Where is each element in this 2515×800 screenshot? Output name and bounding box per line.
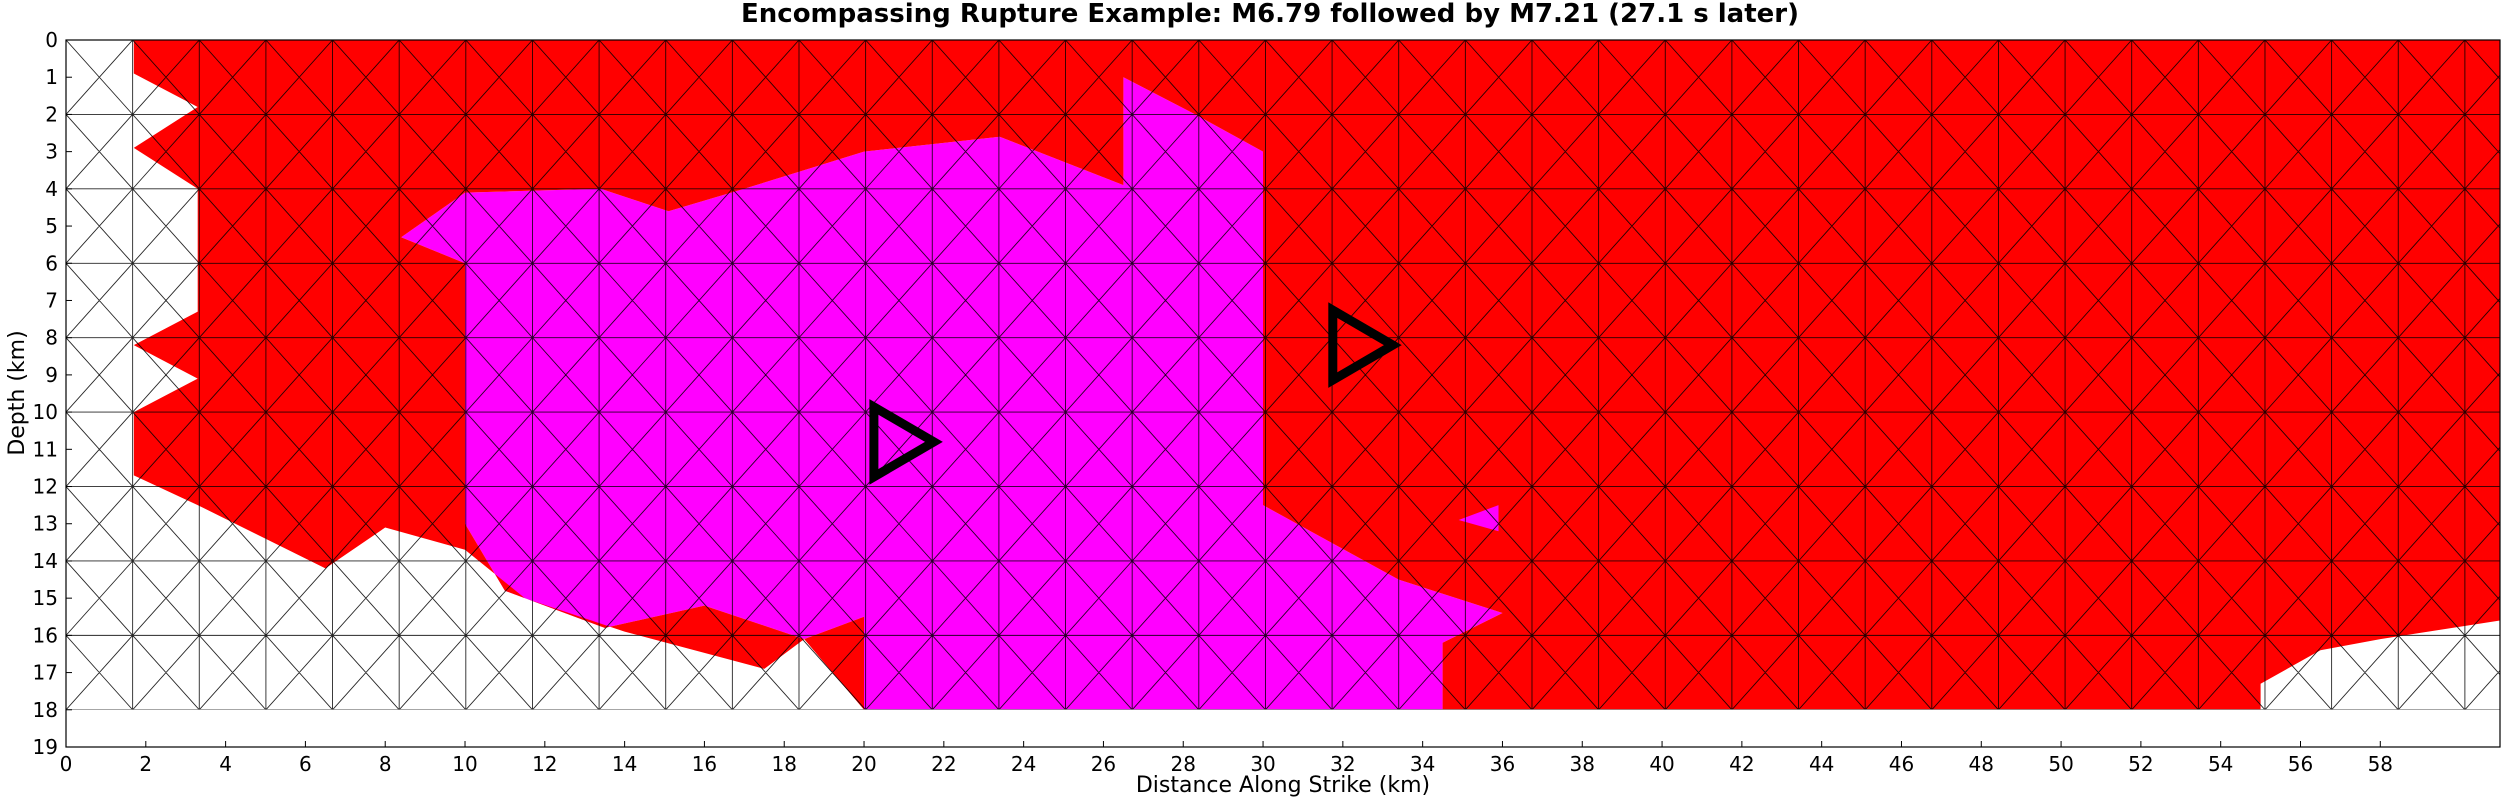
x-tick-label: 36 <box>1490 752 1515 776</box>
rupture-patch-0 <box>1458 505 1499 532</box>
x-tick-label: 30 <box>1250 752 1275 776</box>
x-tick-label: 18 <box>772 752 797 776</box>
x-tick-label: 34 <box>1410 752 1435 776</box>
x-tick-label: 4 <box>219 752 232 776</box>
y-tick-label: 2 <box>45 102 58 126</box>
x-tick-label: 10 <box>452 752 477 776</box>
x-tick-label: 42 <box>1729 752 1754 776</box>
y-tick-label: 13 <box>33 512 58 536</box>
x-axis: 0 2 4 6 8 10 12 14 16 18 20 22 24 26 28 30 32 34 36 38 40 42 4… <box>60 741 2393 776</box>
x-tick-label: 14 <box>612 752 637 776</box>
y-tick-label: 8 <box>45 326 58 350</box>
y-tick-label: 15 <box>33 586 58 610</box>
y-tick-label: 9 <box>45 363 58 387</box>
x-tick-label: 2 <box>139 752 152 776</box>
x-tick-label: 40 <box>1649 752 1674 776</box>
x-tick-label: 20 <box>851 752 876 776</box>
chart-title: Encompassing Rupture Example: M6.79 foll… <box>741 0 1799 29</box>
rupture-region-first <box>401 77 1503 710</box>
x-tick-label: 46 <box>1889 752 1914 776</box>
rupture-region-second <box>133 40 2500 710</box>
x-tick-label: 26 <box>1091 752 1116 776</box>
x-tick-label: 24 <box>1011 752 1036 776</box>
x-tick-label: 56 <box>2288 752 2313 776</box>
x-tick-label: 52 <box>2128 752 2153 776</box>
y-tick-label: 12 <box>33 475 58 499</box>
y-tick-label: 10 <box>33 400 58 424</box>
y-tick-label: 5 <box>45 214 58 238</box>
x-tick-label: 48 <box>1969 752 1994 776</box>
y-tick-label: 14 <box>33 549 58 573</box>
y-tick-label: 1 <box>45 65 58 89</box>
y-tick-label: 3 <box>45 140 58 164</box>
y-tick-label: 11 <box>33 437 58 461</box>
y-tick-label: 18 <box>33 698 58 722</box>
y-axis-label: Depth (km) <box>5 330 30 455</box>
y-tick-label: 6 <box>45 251 58 275</box>
x-tick-label: 16 <box>692 752 717 776</box>
x-tick-label: 58 <box>2368 752 2393 776</box>
y-tick-label: 7 <box>45 288 58 312</box>
x-tick-label: 32 <box>1330 752 1355 776</box>
y-tick-label: 17 <box>33 661 58 685</box>
y-tick-label: 16 <box>33 623 58 647</box>
x-tick-label: 6 <box>299 752 312 776</box>
hypocenter-M7.21 <box>1328 302 1402 388</box>
plot-frame <box>65 39 2501 748</box>
y-tick-label: 4 <box>45 177 58 201</box>
hypocenter-M6.79 <box>869 399 943 485</box>
mesh-edges <box>66 40 2500 710</box>
rupture-fill-layer <box>66 40 2500 710</box>
x-tick-label: 38 <box>1570 752 1595 776</box>
x-tick-label: 12 <box>532 752 557 776</box>
x-tick-label: 28 <box>1171 752 1196 776</box>
x-tick-label: 44 <box>1809 752 1834 776</box>
hypocenter-layer <box>869 302 1402 485</box>
y-tick-label: 19 <box>33 735 58 759</box>
x-tick-label: 54 <box>2208 752 2233 776</box>
mesh-layer <box>66 40 2500 710</box>
x-tick-label: 50 <box>2048 752 2073 776</box>
x-tick-label: 8 <box>379 752 392 776</box>
y-tick-label: 0 <box>45 28 58 52</box>
x-axis-label: Distance Along Strike (km) <box>1136 773 1430 798</box>
plot-area <box>65 39 2501 748</box>
x-tick-label: 22 <box>931 752 956 776</box>
x-tick-label: 0 <box>60 752 73 776</box>
